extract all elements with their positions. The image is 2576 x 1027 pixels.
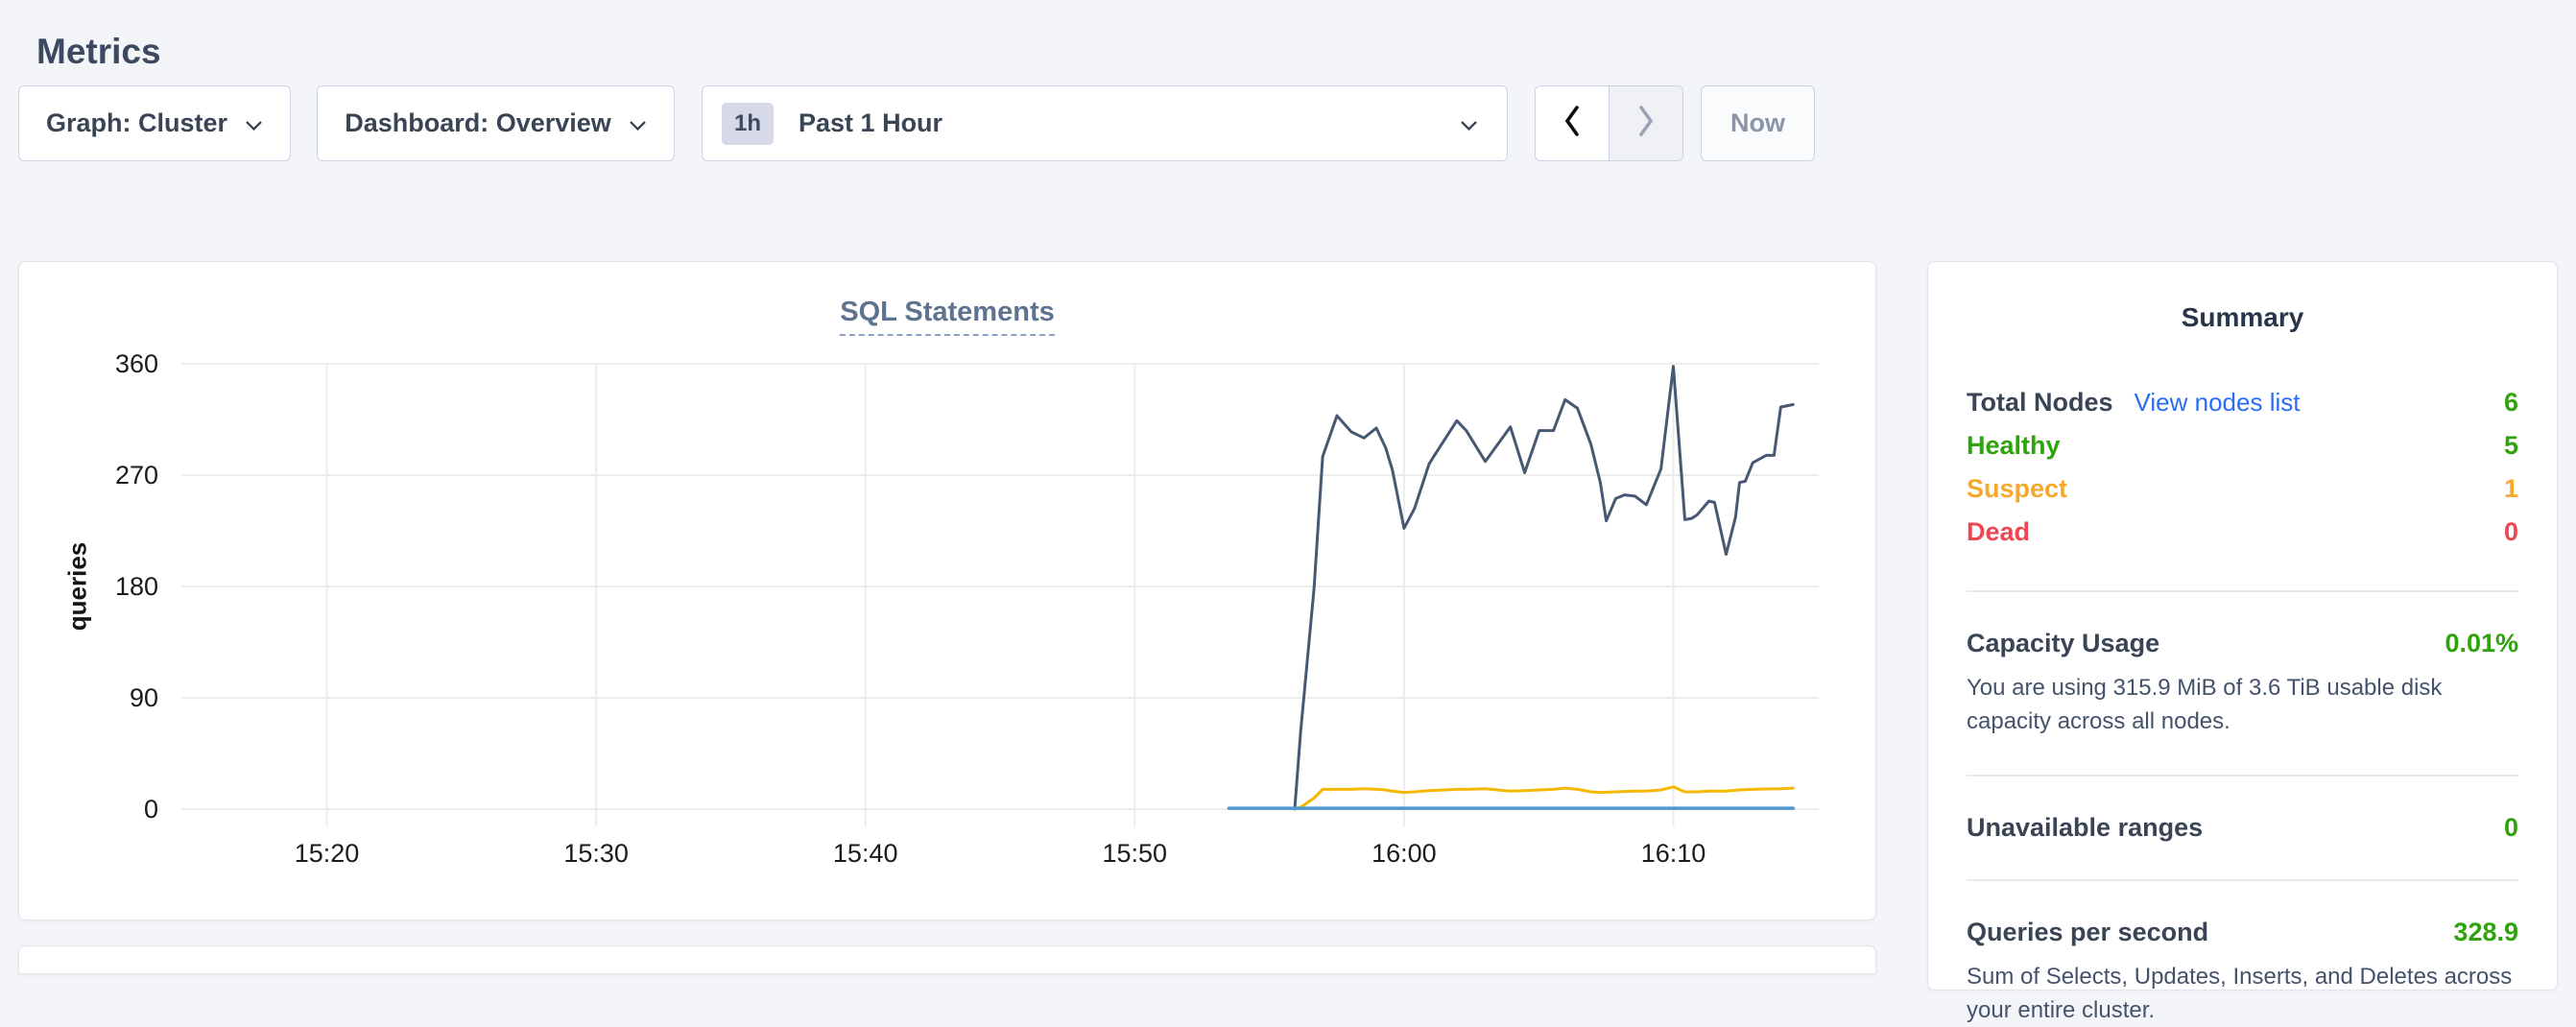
sql-statements-chart-card: SQL Statements queries 15:20 15:30 15:40 15… bbox=[18, 261, 1876, 920]
capacity-usage-row: Capacity Usage 0.01% bbox=[1967, 629, 2518, 658]
svg-text:15:30: 15:30 bbox=[563, 839, 629, 868]
svg-text:180: 180 bbox=[115, 572, 158, 601]
dead-nodes-row: Dead 0 bbox=[1967, 511, 2518, 554]
page-title: Metrics bbox=[36, 31, 161, 71]
svg-text:270: 270 bbox=[115, 461, 158, 490]
now-button[interactable]: Now bbox=[1701, 85, 1815, 161]
unavailable-ranges-label: Unavailable ranges bbox=[1967, 813, 2204, 842]
metrics-toolbar: Graph: Cluster Dashboard: Overview 1h Pa… bbox=[18, 85, 1815, 161]
chevron-down-icon bbox=[1460, 108, 1478, 138]
chevron-down-icon bbox=[629, 108, 647, 138]
queries-per-second-label: Queries per second bbox=[1967, 918, 2209, 946]
time-range-selector[interactable]: 1h Past 1 Hour bbox=[702, 85, 1508, 161]
queries-per-second-description: Sum of Selects, Updates, Inserts, and De… bbox=[1967, 964, 2513, 1023]
svg-text:15:20: 15:20 bbox=[295, 839, 360, 868]
divider bbox=[1967, 590, 2518, 592]
dead-value: 0 bbox=[2503, 517, 2518, 546]
time-range-label: Past 1 Hour bbox=[799, 108, 943, 137]
previous-timeframe-button[interactable] bbox=[1536, 86, 1609, 160]
time-range-badge: 1h bbox=[722, 102, 775, 145]
healthy-value: 5 bbox=[2503, 431, 2518, 460]
next-timeframe-button[interactable] bbox=[1609, 86, 1682, 160]
suspect-value: 1 bbox=[2503, 474, 2518, 503]
queries-per-second-value: 328.9 bbox=[2453, 918, 2518, 946]
chevron-down-icon bbox=[245, 108, 263, 138]
chevron-left-icon bbox=[1562, 104, 1583, 143]
divider bbox=[1967, 775, 2518, 776]
unavailable-ranges-row: Unavailable ranges 0 bbox=[1967, 813, 2518, 843]
svg-text:16:10: 16:10 bbox=[1641, 839, 1706, 868]
divider bbox=[1967, 879, 2518, 881]
chevron-right-icon bbox=[1635, 104, 1657, 143]
suspect-label: Suspect bbox=[1967, 474, 2068, 503]
graph-dropdown-label: Graph: Cluster bbox=[45, 108, 228, 137]
suspect-nodes-row: Suspect 1 bbox=[1967, 467, 2518, 511]
svg-text:360: 360 bbox=[115, 349, 158, 378]
total-nodes-value: 6 bbox=[2503, 388, 2518, 417]
summary-title: Summary bbox=[2181, 302, 2304, 332]
svg-text:15:50: 15:50 bbox=[1103, 839, 1168, 868]
view-nodes-list-link[interactable]: View nodes list bbox=[2134, 388, 2301, 417]
total-nodes-label: Total Nodes bbox=[1967, 388, 2113, 417]
node-status-rows: Total Nodes View nodes list 6 Healthy 5 … bbox=[1967, 381, 2518, 554]
time-step-buttons bbox=[1535, 85, 1683, 161]
unavailable-ranges-value: 0 bbox=[2503, 813, 2518, 842]
svg-text:90: 90 bbox=[130, 683, 158, 712]
dashboard-dropdown[interactable]: Dashboard: Overview bbox=[317, 85, 675, 161]
svg-text:16:00: 16:00 bbox=[1371, 839, 1437, 868]
total-nodes-row: Total Nodes View nodes list 6 bbox=[1967, 381, 2518, 424]
svg-text:0: 0 bbox=[144, 795, 158, 824]
dashboard-dropdown-label: Dashboard: Overview bbox=[345, 108, 611, 137]
healthy-nodes-row: Healthy 5 bbox=[1967, 424, 2518, 467]
healthy-label: Healthy bbox=[1967, 431, 2061, 460]
capacity-usage-value: 0.01% bbox=[2445, 629, 2518, 657]
queries-per-second-row: Queries per second 328.9 bbox=[1967, 918, 2518, 947]
sql-statements-line-chart[interactable]: 15:20 15:30 15:40 15:50 16:00 16:10 0 90 180 270 3… bbox=[19, 262, 1877, 921]
svg-text:15:40: 15:40 bbox=[833, 839, 898, 868]
capacity-usage-description: You are using 315.9 MiB of 3.6 TiB usabl… bbox=[1967, 675, 2443, 734]
dead-label: Dead bbox=[1967, 517, 2031, 546]
graph-dropdown[interactable]: Graph: Cluster bbox=[18, 85, 291, 161]
summary-panel: Summary Total Nodes View nodes list 6 He… bbox=[1927, 261, 2558, 1023]
chart-title[interactable]: SQL Statements bbox=[840, 297, 1055, 336]
capacity-usage-label: Capacity Usage bbox=[1967, 629, 2160, 657]
